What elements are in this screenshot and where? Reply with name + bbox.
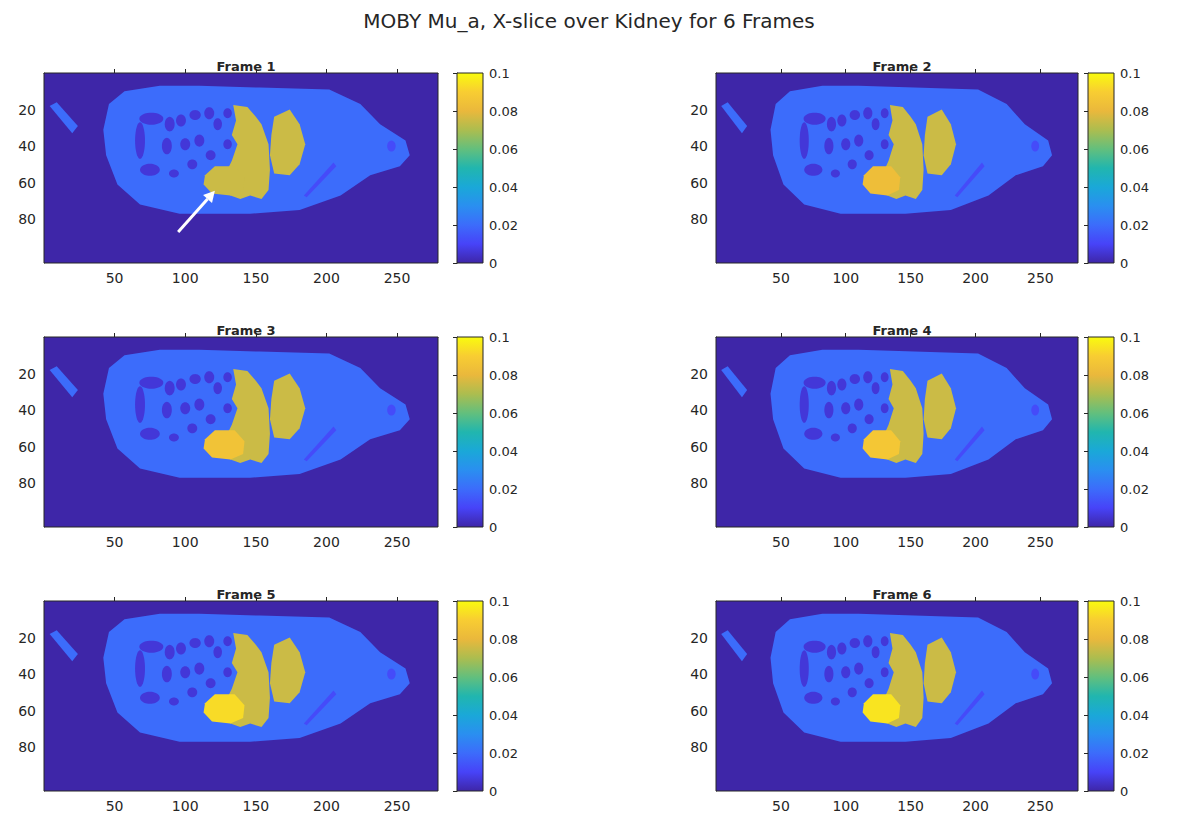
svg-text:0.06: 0.06 — [1120, 142, 1149, 157]
svg-text:60: 60 — [690, 703, 708, 719]
svg-text:200: 200 — [962, 798, 989, 814]
svg-text:0.08: 0.08 — [489, 104, 518, 119]
svg-text:0.1: 0.1 — [489, 594, 510, 609]
svg-text:0.1: 0.1 — [1120, 66, 1141, 81]
svg-text:0.06: 0.06 — [1120, 406, 1149, 421]
svg-text:80: 80 — [690, 739, 708, 755]
svg-text:250: 250 — [384, 270, 411, 286]
svg-text:Frame 2: Frame 2 — [872, 59, 931, 74]
svg-text:0.08: 0.08 — [489, 632, 518, 647]
svg-text:250: 250 — [1027, 798, 1054, 814]
svg-text:50: 50 — [106, 534, 124, 550]
svg-text:40: 40 — [18, 666, 36, 682]
svg-text:200: 200 — [313, 798, 340, 814]
svg-text:0.1: 0.1 — [1120, 594, 1141, 609]
svg-text:Frame 4: Frame 4 — [872, 323, 931, 338]
svg-text:80: 80 — [690, 211, 708, 227]
svg-text:100: 100 — [172, 270, 199, 286]
svg-text:0.02: 0.02 — [489, 218, 518, 233]
svg-text:40: 40 — [690, 138, 708, 154]
svg-text:50: 50 — [772, 270, 790, 286]
svg-text:0.04: 0.04 — [1120, 708, 1149, 723]
svg-text:100: 100 — [172, 798, 199, 814]
svg-text:0.08: 0.08 — [489, 368, 518, 383]
svg-text:80: 80 — [18, 475, 36, 491]
svg-text:60: 60 — [690, 175, 708, 191]
svg-text:60: 60 — [18, 175, 36, 191]
svg-text:Frame 1: Frame 1 — [216, 59, 275, 74]
svg-text:150: 150 — [897, 534, 924, 550]
svg-text:200: 200 — [962, 270, 989, 286]
svg-text:0.02: 0.02 — [1120, 746, 1149, 761]
svg-text:150: 150 — [897, 798, 924, 814]
svg-text:Frame 5: Frame 5 — [216, 587, 275, 602]
svg-text:200: 200 — [313, 270, 340, 286]
svg-text:0.1: 0.1 — [1120, 330, 1141, 345]
svg-text:60: 60 — [18, 703, 36, 719]
svg-text:20: 20 — [18, 102, 36, 118]
svg-text:0.1: 0.1 — [489, 330, 510, 345]
svg-text:0.06: 0.06 — [489, 142, 518, 157]
svg-text:Frame 6: Frame 6 — [872, 587, 931, 602]
svg-text:40: 40 — [690, 666, 708, 682]
svg-text:100: 100 — [172, 534, 199, 550]
svg-text:40: 40 — [690, 402, 708, 418]
svg-text:0: 0 — [1120, 256, 1128, 271]
svg-text:0: 0 — [489, 256, 497, 271]
svg-text:50: 50 — [106, 270, 124, 286]
svg-text:200: 200 — [313, 534, 340, 550]
svg-text:0.02: 0.02 — [1120, 218, 1149, 233]
svg-text:80: 80 — [18, 739, 36, 755]
svg-text:0.04: 0.04 — [489, 444, 518, 459]
svg-text:0: 0 — [1120, 520, 1128, 535]
svg-text:0.04: 0.04 — [1120, 180, 1149, 195]
svg-text:0.08: 0.08 — [1120, 368, 1149, 383]
svg-text:80: 80 — [18, 211, 36, 227]
svg-text:200: 200 — [962, 534, 989, 550]
svg-text:50: 50 — [106, 798, 124, 814]
svg-text:150: 150 — [242, 798, 269, 814]
svg-text:50: 50 — [772, 534, 790, 550]
svg-text:20: 20 — [18, 366, 36, 382]
svg-text:150: 150 — [242, 534, 269, 550]
svg-text:60: 60 — [18, 439, 36, 455]
svg-text:0.04: 0.04 — [489, 708, 518, 723]
svg-text:0.08: 0.08 — [1120, 632, 1149, 647]
svg-text:0.02: 0.02 — [489, 482, 518, 497]
svg-text:0.04: 0.04 — [1120, 444, 1149, 459]
svg-text:150: 150 — [897, 270, 924, 286]
svg-text:250: 250 — [384, 798, 411, 814]
svg-text:0.02: 0.02 — [1120, 482, 1149, 497]
svg-text:0.08: 0.08 — [1120, 104, 1149, 119]
svg-text:100: 100 — [832, 270, 859, 286]
svg-text:MOBY Mu_a, X-slice over Kidney: MOBY Mu_a, X-slice over Kidney for 6 Fra… — [363, 9, 814, 33]
svg-text:20: 20 — [690, 630, 708, 646]
svg-text:80: 80 — [690, 475, 708, 491]
svg-text:0: 0 — [1120, 784, 1128, 799]
svg-text:0.1: 0.1 — [489, 66, 510, 81]
svg-text:100: 100 — [832, 534, 859, 550]
svg-text:60: 60 — [690, 439, 708, 455]
svg-text:100: 100 — [832, 798, 859, 814]
svg-text:0.06: 0.06 — [489, 670, 518, 685]
svg-text:0: 0 — [489, 784, 497, 799]
svg-text:50: 50 — [772, 798, 790, 814]
svg-text:40: 40 — [18, 402, 36, 418]
svg-text:0: 0 — [489, 520, 497, 535]
svg-text:0.06: 0.06 — [489, 406, 518, 421]
svg-text:0.04: 0.04 — [489, 180, 518, 195]
svg-text:0.02: 0.02 — [489, 746, 518, 761]
svg-text:150: 150 — [242, 270, 269, 286]
svg-text:20: 20 — [18, 630, 36, 646]
svg-text:250: 250 — [1027, 270, 1054, 286]
svg-text:0.06: 0.06 — [1120, 670, 1149, 685]
svg-text:250: 250 — [384, 534, 411, 550]
svg-text:Frame 3: Frame 3 — [216, 323, 275, 338]
svg-text:20: 20 — [690, 366, 708, 382]
svg-text:20: 20 — [690, 102, 708, 118]
svg-text:40: 40 — [18, 138, 36, 154]
svg-text:250: 250 — [1027, 534, 1054, 550]
